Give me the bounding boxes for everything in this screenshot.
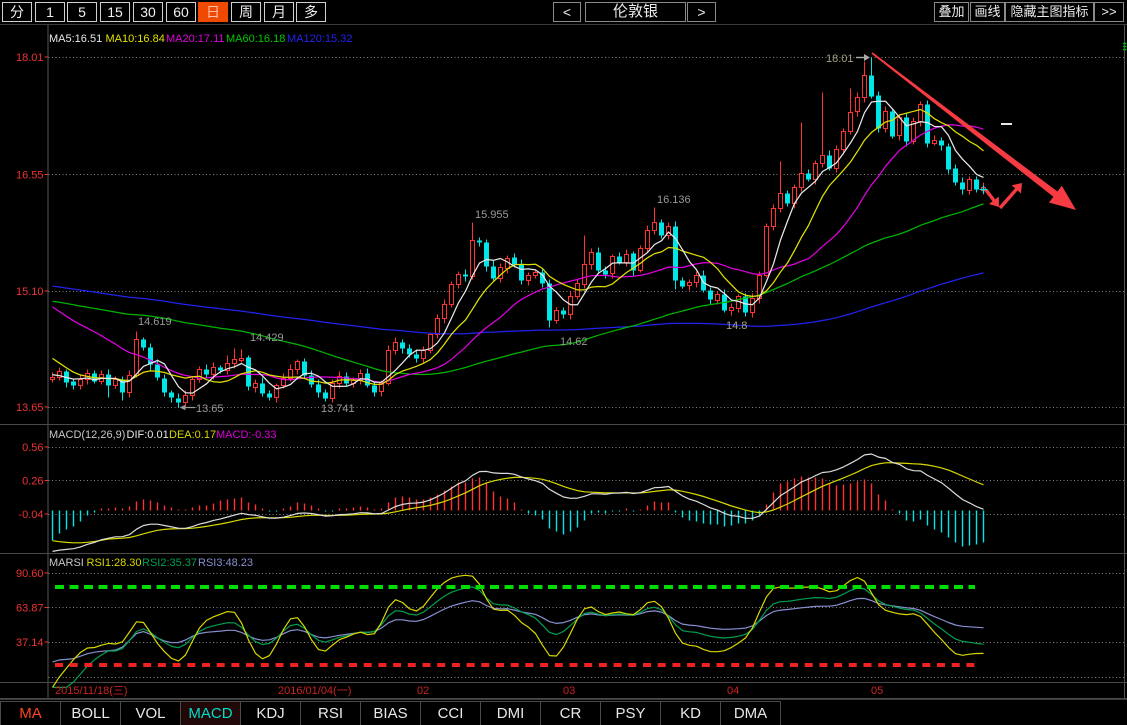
svg-text:15.955: 15.955 [475, 209, 509, 221]
svg-text:15.10: 15.10 [16, 286, 44, 298]
svg-text:0.26: 0.26 [22, 476, 43, 488]
svg-text:MARSI: MARSI [49, 557, 84, 569]
svg-text:16.55: 16.55 [16, 170, 44, 182]
svg-text:14.62: 14.62 [560, 336, 588, 348]
svg-text:13.65: 13.65 [196, 403, 224, 415]
svg-text:18.01: 18.01 [16, 52, 44, 64]
svg-text:02: 02 [417, 685, 429, 697]
svg-text:13.741: 13.741 [321, 403, 355, 415]
svg-text:2015/11/18(三): 2015/11/18(三) [55, 685, 128, 697]
svg-text:MACD(12,26,9): MACD(12,26,9) [49, 429, 125, 441]
svg-text:18.01: 18.01 [826, 53, 854, 65]
svg-text:2016/01/04(一): 2016/01/04(一) [278, 685, 351, 697]
svg-text:37.14: 37.14 [16, 637, 44, 649]
svg-text:DIF:0.01: DIF:0.01 [127, 429, 169, 441]
svg-text:MA120:15.32: MA120:15.32 [287, 33, 352, 45]
svg-text:0.56: 0.56 [22, 442, 43, 454]
svg-text:13.65: 13.65 [16, 402, 44, 414]
svg-text:RSI1:28.30: RSI1:28.30 [87, 557, 142, 569]
svg-text:14.8: 14.8 [726, 320, 747, 332]
svg-text:MA60:16.18: MA60:16.18 [226, 33, 285, 45]
svg-text:03: 03 [563, 685, 575, 697]
svg-text:16.136: 16.136 [657, 194, 691, 206]
svg-text:14.619: 14.619 [138, 316, 172, 328]
svg-text:63.87: 63.87 [16, 603, 44, 615]
svg-text:RSI2:35.37: RSI2:35.37 [142, 557, 197, 569]
svg-text:MACD:-0.33: MACD:-0.33 [216, 429, 277, 441]
svg-text:RSI3:48.23: RSI3:48.23 [198, 557, 253, 569]
svg-text:05: 05 [871, 685, 883, 697]
svg-text:04: 04 [727, 685, 739, 697]
svg-text:MA10:16.84: MA10:16.84 [106, 33, 165, 45]
svg-text:DEA:0.17: DEA:0.17 [169, 429, 216, 441]
svg-text:90.60: 90.60 [16, 568, 44, 580]
svg-text:14.429: 14.429 [250, 332, 284, 344]
svg-text:MA5:16.51: MA5:16.51 [49, 33, 102, 45]
svg-text:-0.04: -0.04 [18, 509, 43, 521]
svg-text:MA20:17.11: MA20:17.11 [166, 33, 225, 45]
